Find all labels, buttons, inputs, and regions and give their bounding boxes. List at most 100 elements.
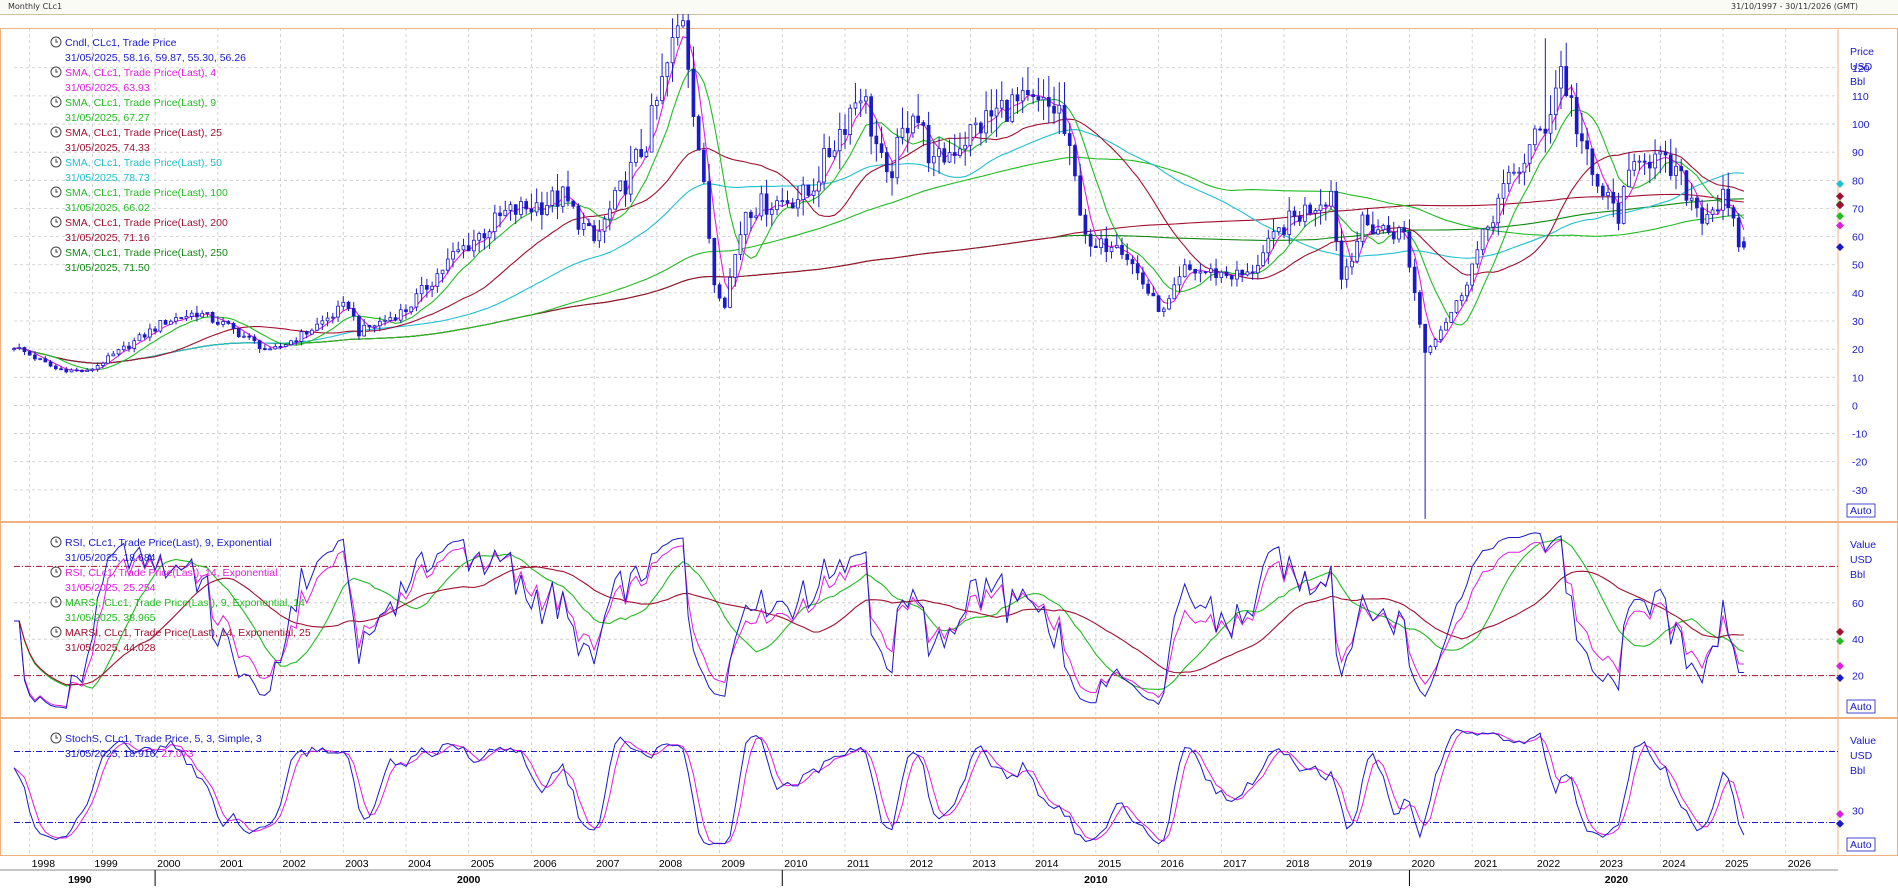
candle bbox=[513, 204, 518, 224]
stoch-lines bbox=[13, 728, 1745, 846]
marsi-9-line bbox=[14, 538, 1745, 690]
candle bbox=[1538, 126, 1542, 132]
candle bbox=[1146, 279, 1150, 296]
candle bbox=[215, 316, 220, 326]
candle bbox=[581, 212, 586, 236]
chart-canvas[interactable]: PriceUSDBblValueUSDBblValueUSDBbl1201101… bbox=[0, 14, 1898, 889]
candle bbox=[1052, 86, 1056, 124]
candle bbox=[1266, 229, 1271, 265]
price-tick-label: 50 bbox=[1852, 260, 1864, 272]
candle bbox=[1240, 269, 1245, 283]
last-value-marker bbox=[1836, 179, 1844, 188]
rsi-legend-value: 31/05/2025, 38.965 bbox=[65, 612, 156, 624]
candle bbox=[858, 88, 863, 117]
candle bbox=[618, 180, 623, 192]
candle bbox=[963, 131, 968, 166]
candle bbox=[1020, 77, 1025, 113]
candle bbox=[1449, 311, 1454, 324]
candle bbox=[435, 268, 440, 293]
candle bbox=[330, 312, 335, 324]
candle bbox=[53, 364, 58, 371]
candle bbox=[1595, 173, 1600, 194]
candle bbox=[707, 164, 711, 244]
candle bbox=[1616, 192, 1621, 231]
price-legend-item: Cndl, CLc1, Trade Price 31/05/2025, 58.16… bbox=[50, 36, 246, 64]
candle bbox=[1088, 228, 1093, 257]
candle bbox=[869, 93, 873, 155]
candle bbox=[27, 350, 32, 356]
stoch-d-line bbox=[13, 730, 1745, 845]
candle bbox=[1135, 255, 1140, 280]
auto-scale-button: Auto bbox=[1846, 837, 1876, 852]
candle bbox=[1663, 140, 1668, 173]
legend-layer[interactable]: Cndl, CLc1, Trade Price 31/05/2025, 58.16… bbox=[50, 36, 311, 760]
candle bbox=[153, 325, 157, 335]
candle bbox=[101, 361, 105, 369]
candle bbox=[1073, 143, 1077, 182]
candle bbox=[681, 14, 685, 28]
candle bbox=[111, 350, 116, 357]
stoch-legend-value: 31/05/2025, 18.916, 27.073 bbox=[65, 748, 194, 760]
candle bbox=[1418, 290, 1422, 329]
candle bbox=[1501, 169, 1506, 215]
price-tick-label: 90 bbox=[1852, 147, 1864, 159]
candle bbox=[874, 120, 879, 162]
candle bbox=[702, 142, 706, 185]
candle bbox=[278, 342, 283, 350]
price-legend-name: SMA, CLc1, Trade Price(Last), 9 bbox=[65, 97, 216, 109]
price-unit-label: USD bbox=[1850, 61, 1873, 73]
candle bbox=[1731, 204, 1736, 227]
candle bbox=[273, 343, 278, 350]
candle bbox=[69, 368, 74, 373]
candle bbox=[1527, 144, 1532, 172]
price-tick-label: 120 bbox=[1852, 63, 1870, 75]
candle bbox=[163, 319, 168, 325]
year-tick-label: 2017 bbox=[1223, 858, 1247, 870]
candle bbox=[59, 366, 63, 371]
candle bbox=[811, 178, 816, 204]
candle bbox=[492, 204, 497, 241]
candle bbox=[48, 359, 53, 368]
stoch-k-line bbox=[13, 728, 1745, 846]
candle bbox=[1120, 237, 1124, 260]
candle bbox=[12, 347, 16, 352]
candle bbox=[1559, 50, 1563, 110]
rsi-legend-item: RSI, CLc1, Trade Price(Last), 9, Exponen… bbox=[50, 536, 272, 564]
candle bbox=[529, 193, 534, 221]
candle bbox=[1543, 38, 1548, 153]
year-tick-label: 2022 bbox=[1537, 858, 1561, 870]
candle bbox=[127, 342, 131, 352]
candle bbox=[1397, 225, 1401, 243]
candle bbox=[884, 147, 889, 183]
year-tick-label: 2001 bbox=[220, 858, 244, 870]
price-legend-item: SMA, CLc1, Trade Price(Last), 50 31/05/20… bbox=[50, 156, 222, 184]
auto-scale-button: Auto bbox=[1846, 699, 1876, 714]
candle bbox=[1219, 270, 1224, 284]
price-legend-name: SMA, CLc1, Trade Price(Last), 50 bbox=[65, 157, 222, 169]
price-legend-name: Cndl, CLc1, Trade Price bbox=[65, 37, 177, 49]
candle bbox=[1465, 281, 1469, 302]
candle bbox=[952, 134, 957, 164]
rsi-legend-value: 31/05/2025, 25.254 bbox=[65, 582, 156, 594]
candle bbox=[1564, 42, 1569, 98]
candle bbox=[1700, 199, 1704, 236]
candle bbox=[498, 205, 502, 228]
candle bbox=[393, 313, 398, 322]
candle bbox=[179, 316, 184, 320]
candle bbox=[1167, 294, 1171, 311]
price-tick-label: 20 bbox=[1852, 344, 1864, 356]
candle bbox=[1125, 243, 1130, 266]
candle bbox=[1036, 77, 1041, 112]
price-candles[interactable] bbox=[12, 14, 1746, 519]
price-tick-label: 10 bbox=[1852, 372, 1864, 384]
candle bbox=[837, 112, 842, 170]
year-tick-label: 2000 bbox=[157, 858, 181, 870]
rsi-legend-name: RSI, CLc1, Trade Price(Last), 9, Exponen… bbox=[65, 537, 272, 549]
candle bbox=[775, 195, 779, 216]
candle bbox=[1653, 139, 1657, 180]
year-tick-label: 2008 bbox=[659, 858, 683, 870]
year-tick-label: 2013 bbox=[972, 858, 996, 870]
candle bbox=[121, 341, 126, 352]
last-value-marker bbox=[1836, 201, 1844, 210]
candle bbox=[184, 309, 189, 321]
